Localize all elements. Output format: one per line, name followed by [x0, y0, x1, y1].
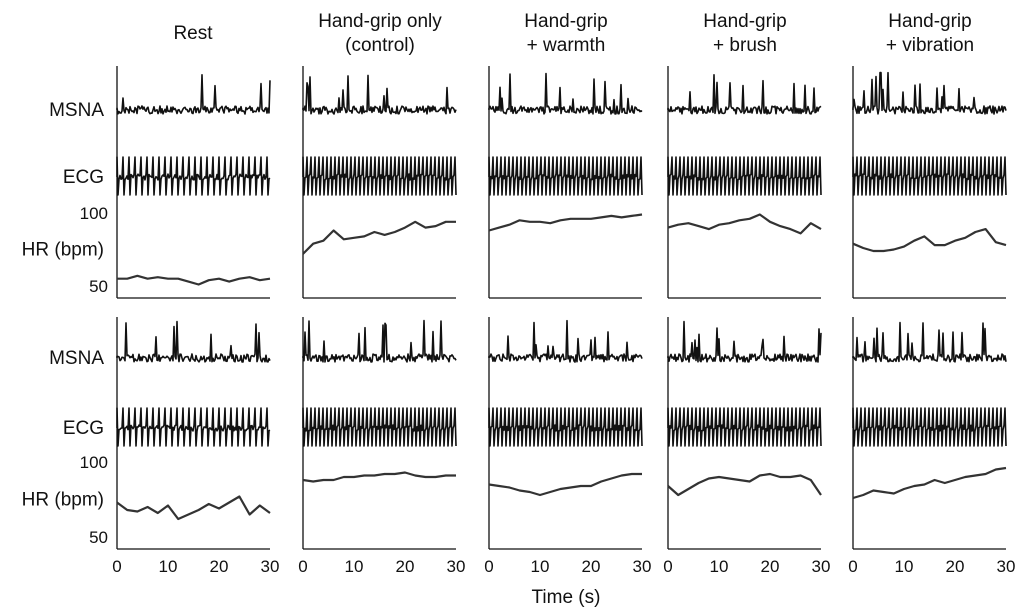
ecg-trace	[488, 407, 643, 447]
msna-trace	[116, 74, 271, 115]
panel	[488, 66, 643, 299]
panel: 0 10 20 30	[298, 317, 465, 576]
panel	[852, 66, 1007, 299]
msna-trace	[852, 321, 1007, 363]
column-title: Rest	[173, 23, 213, 44]
ecg-label: ECG	[63, 167, 104, 188]
x-tick-label: 20	[761, 557, 780, 576]
panel: 0 10 20 30	[112, 317, 279, 576]
msna-trace	[488, 319, 643, 363]
panel: 0 10 20 30	[663, 317, 830, 576]
msna-trace	[302, 319, 457, 363]
x-tick-label: 10	[895, 557, 914, 576]
trace-labels: MSNA ECG HR (bpm) 100 50 MSNA ECG HR (bpm) 100 50	[22, 100, 108, 547]
ecg-trace	[667, 156, 822, 196]
x-tick-label: 30	[633, 557, 652, 576]
msna-trace	[488, 72, 643, 115]
x-tick-label: 30	[261, 557, 280, 576]
hr-tick-label: 100	[80, 204, 108, 223]
hr-series-line	[302, 471, 456, 483]
x-tick-label: 30	[812, 557, 831, 576]
hr-label: HR (bpm)	[22, 490, 104, 511]
msna-label: MSNA	[49, 348, 104, 369]
column-title: Hand-grip	[703, 11, 786, 32]
msna-label: MSNA	[49, 100, 104, 121]
hr-series-line	[667, 472, 822, 497]
x-tick-label: 0	[848, 557, 857, 576]
panels: 0 10 20 30 0 10 20 30 0 10 20 30 0 10 20 30 0 10 20 30	[112, 66, 1015, 576]
msna-trace	[852, 71, 1007, 115]
x-axis-title: Time (s)	[532, 587, 601, 608]
hr-series-line	[302, 220, 456, 255]
x-tick-label: 0	[112, 557, 121, 576]
ecg-trace	[667, 407, 822, 447]
column-title: + warmth	[527, 35, 606, 56]
x-tick-label: 30	[447, 557, 466, 576]
x-tick-label: 30	[997, 557, 1015, 576]
hr-series-line	[117, 274, 271, 286]
x-tick-label: 10	[531, 557, 550, 576]
ecg-trace	[852, 407, 1007, 447]
panel	[302, 66, 457, 299]
hr-series-line	[488, 213, 643, 232]
ecg-label: ECG	[63, 418, 104, 439]
column-titles: Rest Hand-grip only (control) Hand-grip + wa…	[173, 11, 974, 56]
x-tick-label: 0	[298, 557, 307, 576]
hr-tick-label: 50	[89, 277, 108, 296]
x-tick-label: 20	[946, 557, 965, 576]
x-tick-label: 20	[210, 557, 229, 576]
x-tick-label: 10	[345, 557, 364, 576]
time-axis: Time (s)	[532, 587, 601, 608]
ecg-trace	[302, 156, 457, 196]
ecg-trace	[488, 156, 643, 196]
panel	[667, 66, 822, 299]
hr-tick-label: 100	[80, 453, 108, 472]
hr-series-line	[852, 466, 1007, 500]
panel: 0 10 20 30	[484, 317, 651, 576]
ecg-trace	[116, 156, 271, 196]
hr-tick-label: 50	[89, 528, 108, 547]
column-title: Hand-grip	[524, 11, 607, 32]
hr-series-line	[488, 472, 642, 497]
x-tick-label: 20	[582, 557, 601, 576]
msna-trace	[667, 320, 822, 363]
hr-series-line	[116, 495, 271, 521]
column-title: + brush	[713, 35, 777, 56]
column-title: Hand-grip	[888, 11, 971, 32]
x-tick-label: 0	[663, 557, 672, 576]
x-tick-label: 10	[710, 557, 729, 576]
ecg-trace	[852, 156, 1007, 196]
x-tick-label: 10	[159, 557, 178, 576]
column-title: (control)	[345, 35, 415, 56]
ecg-trace	[116, 407, 271, 447]
hr-series-line	[667, 213, 822, 235]
x-tick-label: 20	[396, 557, 415, 576]
hr-series-line	[852, 228, 1007, 253]
hr-label: HR (bpm)	[22, 240, 104, 261]
msna-trace	[302, 74, 457, 115]
column-title: Hand-grip only	[318, 11, 442, 32]
x-tick-label: 0	[484, 557, 493, 576]
column-title: + vibration	[886, 35, 974, 56]
msna-trace	[667, 74, 822, 115]
panel	[116, 66, 271, 299]
panel: 0 10 20 30	[848, 317, 1015, 576]
msna-trace	[116, 320, 271, 363]
ecg-trace	[302, 407, 457, 447]
